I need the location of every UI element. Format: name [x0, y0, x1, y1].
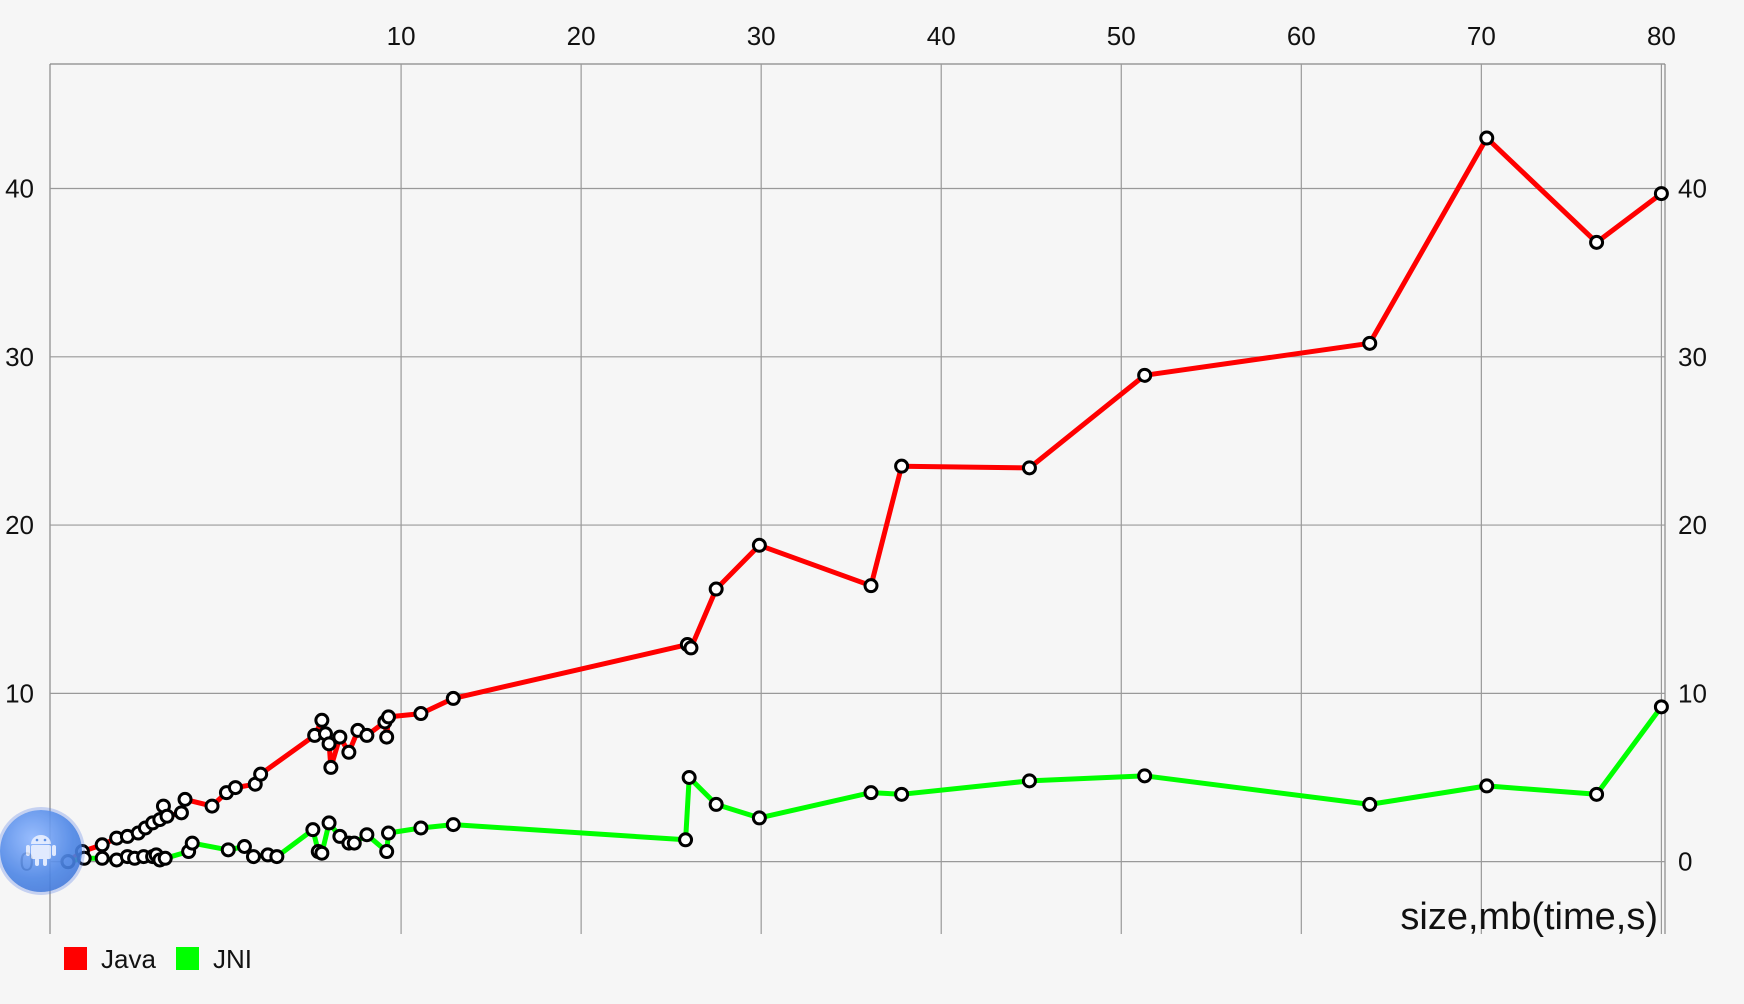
- data-point-java: [1362, 335, 1378, 351]
- series-markers: [60, 130, 1669, 870]
- data-point-java: [445, 690, 461, 706]
- data-point-jni: [678, 832, 694, 848]
- data-point-jni: [379, 844, 395, 860]
- y-tick-label-right: 30: [1678, 342, 1707, 372]
- data-point-java: [359, 727, 375, 743]
- data-point-java: [253, 766, 269, 782]
- chart-legend: Java JNI: [64, 944, 252, 974]
- android-floating-button[interactable]: [0, 810, 82, 892]
- data-point-jni: [445, 817, 461, 833]
- data-point-java: [1479, 130, 1495, 146]
- data-point-jni: [157, 850, 173, 866]
- series-line-java: [66, 135, 1663, 864]
- data-point-java: [379, 729, 395, 745]
- android-icon: [26, 835, 56, 866]
- data-point-jni: [1362, 796, 1378, 812]
- legend-label-jni: JNI: [213, 944, 252, 974]
- data-point-jni: [1137, 768, 1153, 784]
- data-point-java: [332, 729, 348, 745]
- data-point-java: [321, 736, 337, 752]
- y-tick-label-right: 0: [1678, 847, 1692, 877]
- data-point-java: [380, 709, 396, 725]
- series-line-jni: [67, 705, 1664, 865]
- legend-swatch-java: [64, 947, 87, 970]
- data-point-java: [94, 837, 110, 853]
- data-point-jni: [708, 796, 724, 812]
- x-tick-label: 60: [1287, 21, 1316, 51]
- data-point-java: [204, 798, 220, 814]
- y-tick-label-left: 30: [5, 342, 34, 372]
- data-point-jni: [1479, 778, 1495, 794]
- data-point-jni: [681, 770, 697, 786]
- y-tick-label-left: 20: [5, 510, 34, 540]
- data-point-jni: [236, 838, 252, 854]
- x-axis-ticks: 10 20 30 40 50 60 70 80: [387, 21, 1676, 51]
- data-point-java: [323, 759, 339, 775]
- y-tick-label-right: 40: [1678, 174, 1707, 204]
- data-point-java: [1653, 186, 1669, 202]
- data-point-jni: [305, 822, 321, 838]
- data-point-jni: [359, 827, 375, 843]
- data-point-jni: [245, 849, 261, 865]
- data-point-jni: [220, 842, 236, 858]
- data-point-java: [683, 640, 699, 656]
- legend-label-java: Java: [101, 944, 156, 974]
- data-point-java: [413, 706, 429, 722]
- x-tick-label: 30: [747, 21, 776, 51]
- data-point-jni: [863, 785, 879, 801]
- data-point-jni: [1021, 773, 1037, 789]
- data-point-jni: [1653, 699, 1669, 715]
- data-point-jni: [751, 810, 767, 826]
- data-point-java: [1589, 234, 1605, 250]
- x-axis-title: size,mb(time,s): [1400, 896, 1658, 938]
- series-lines: [66, 135, 1664, 865]
- x-tick-label: 80: [1647, 21, 1676, 51]
- legend-swatch-jni: [176, 947, 199, 970]
- data-point-jni: [1589, 786, 1605, 802]
- data-point-java: [227, 780, 243, 796]
- y-tick-label-right: 10: [1678, 678, 1707, 708]
- x-tick-label: 40: [927, 21, 956, 51]
- data-point-java: [863, 578, 879, 594]
- data-point-java: [159, 808, 175, 824]
- data-point-java: [341, 744, 357, 760]
- data-point-java: [173, 805, 189, 821]
- x-tick-label: 70: [1467, 21, 1496, 51]
- data-point-java: [177, 791, 193, 807]
- data-point-jni: [413, 820, 429, 836]
- data-point-jni: [380, 825, 396, 841]
- data-point-jni: [314, 845, 330, 861]
- data-point-java: [708, 581, 724, 597]
- data-point-jni: [346, 835, 362, 851]
- chart-grid: [49, 63, 1666, 934]
- data-point-java: [751, 537, 767, 553]
- y-tick-label-left: 10: [5, 678, 34, 708]
- data-point-jni: [321, 815, 337, 831]
- x-tick-label: 10: [387, 21, 416, 51]
- x-tick-label: 50: [1107, 21, 1136, 51]
- y-tick-label-right: 20: [1678, 510, 1707, 540]
- data-point-jni: [269, 849, 285, 865]
- data-point-java: [894, 458, 910, 474]
- data-point-java: [314, 712, 330, 728]
- data-point-java: [1137, 367, 1153, 383]
- x-tick-label: 20: [567, 21, 596, 51]
- data-point-jni: [184, 835, 200, 851]
- data-point-jni: [894, 786, 910, 802]
- y-tick-label-left: 40: [5, 174, 34, 204]
- y-axis-ticks-right: 0 10 20 30 40: [1678, 174, 1707, 877]
- data-point-jni: [94, 850, 110, 866]
- data-point-java: [1021, 460, 1037, 476]
